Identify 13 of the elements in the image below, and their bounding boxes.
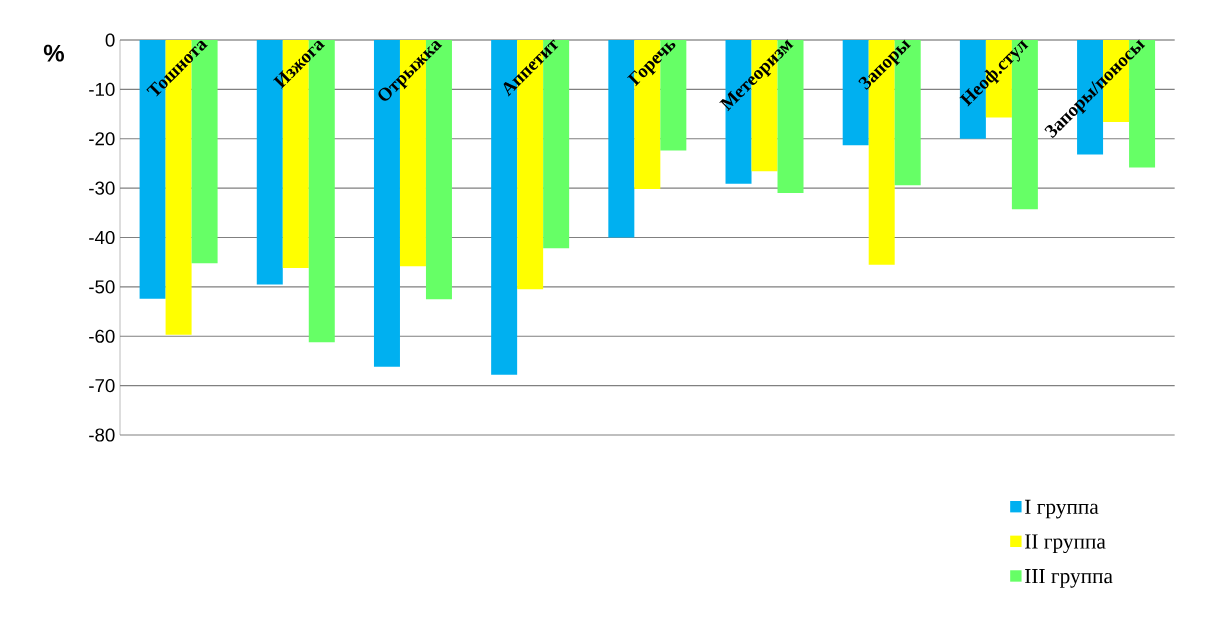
legend-label: I группа	[1025, 499, 1099, 519]
y-tick-label: -20	[89, 132, 115, 146]
y-tick-label: -50	[89, 280, 115, 294]
y-tick-label: -60	[89, 329, 115, 343]
legend-label: II группа	[1025, 534, 1106, 554]
y-tick-label: -40	[89, 230, 115, 245]
y-tick-label: -30	[89, 181, 115, 195]
y-tick-label: -10	[89, 82, 115, 96]
y-tick-label: -70	[89, 379, 115, 393]
y-tick-label: -80	[89, 428, 115, 442]
y-tick-label: 0	[105, 33, 115, 47]
y-axis-title: %	[43, 44, 64, 62]
legend-label: III группа	[1025, 569, 1113, 588]
